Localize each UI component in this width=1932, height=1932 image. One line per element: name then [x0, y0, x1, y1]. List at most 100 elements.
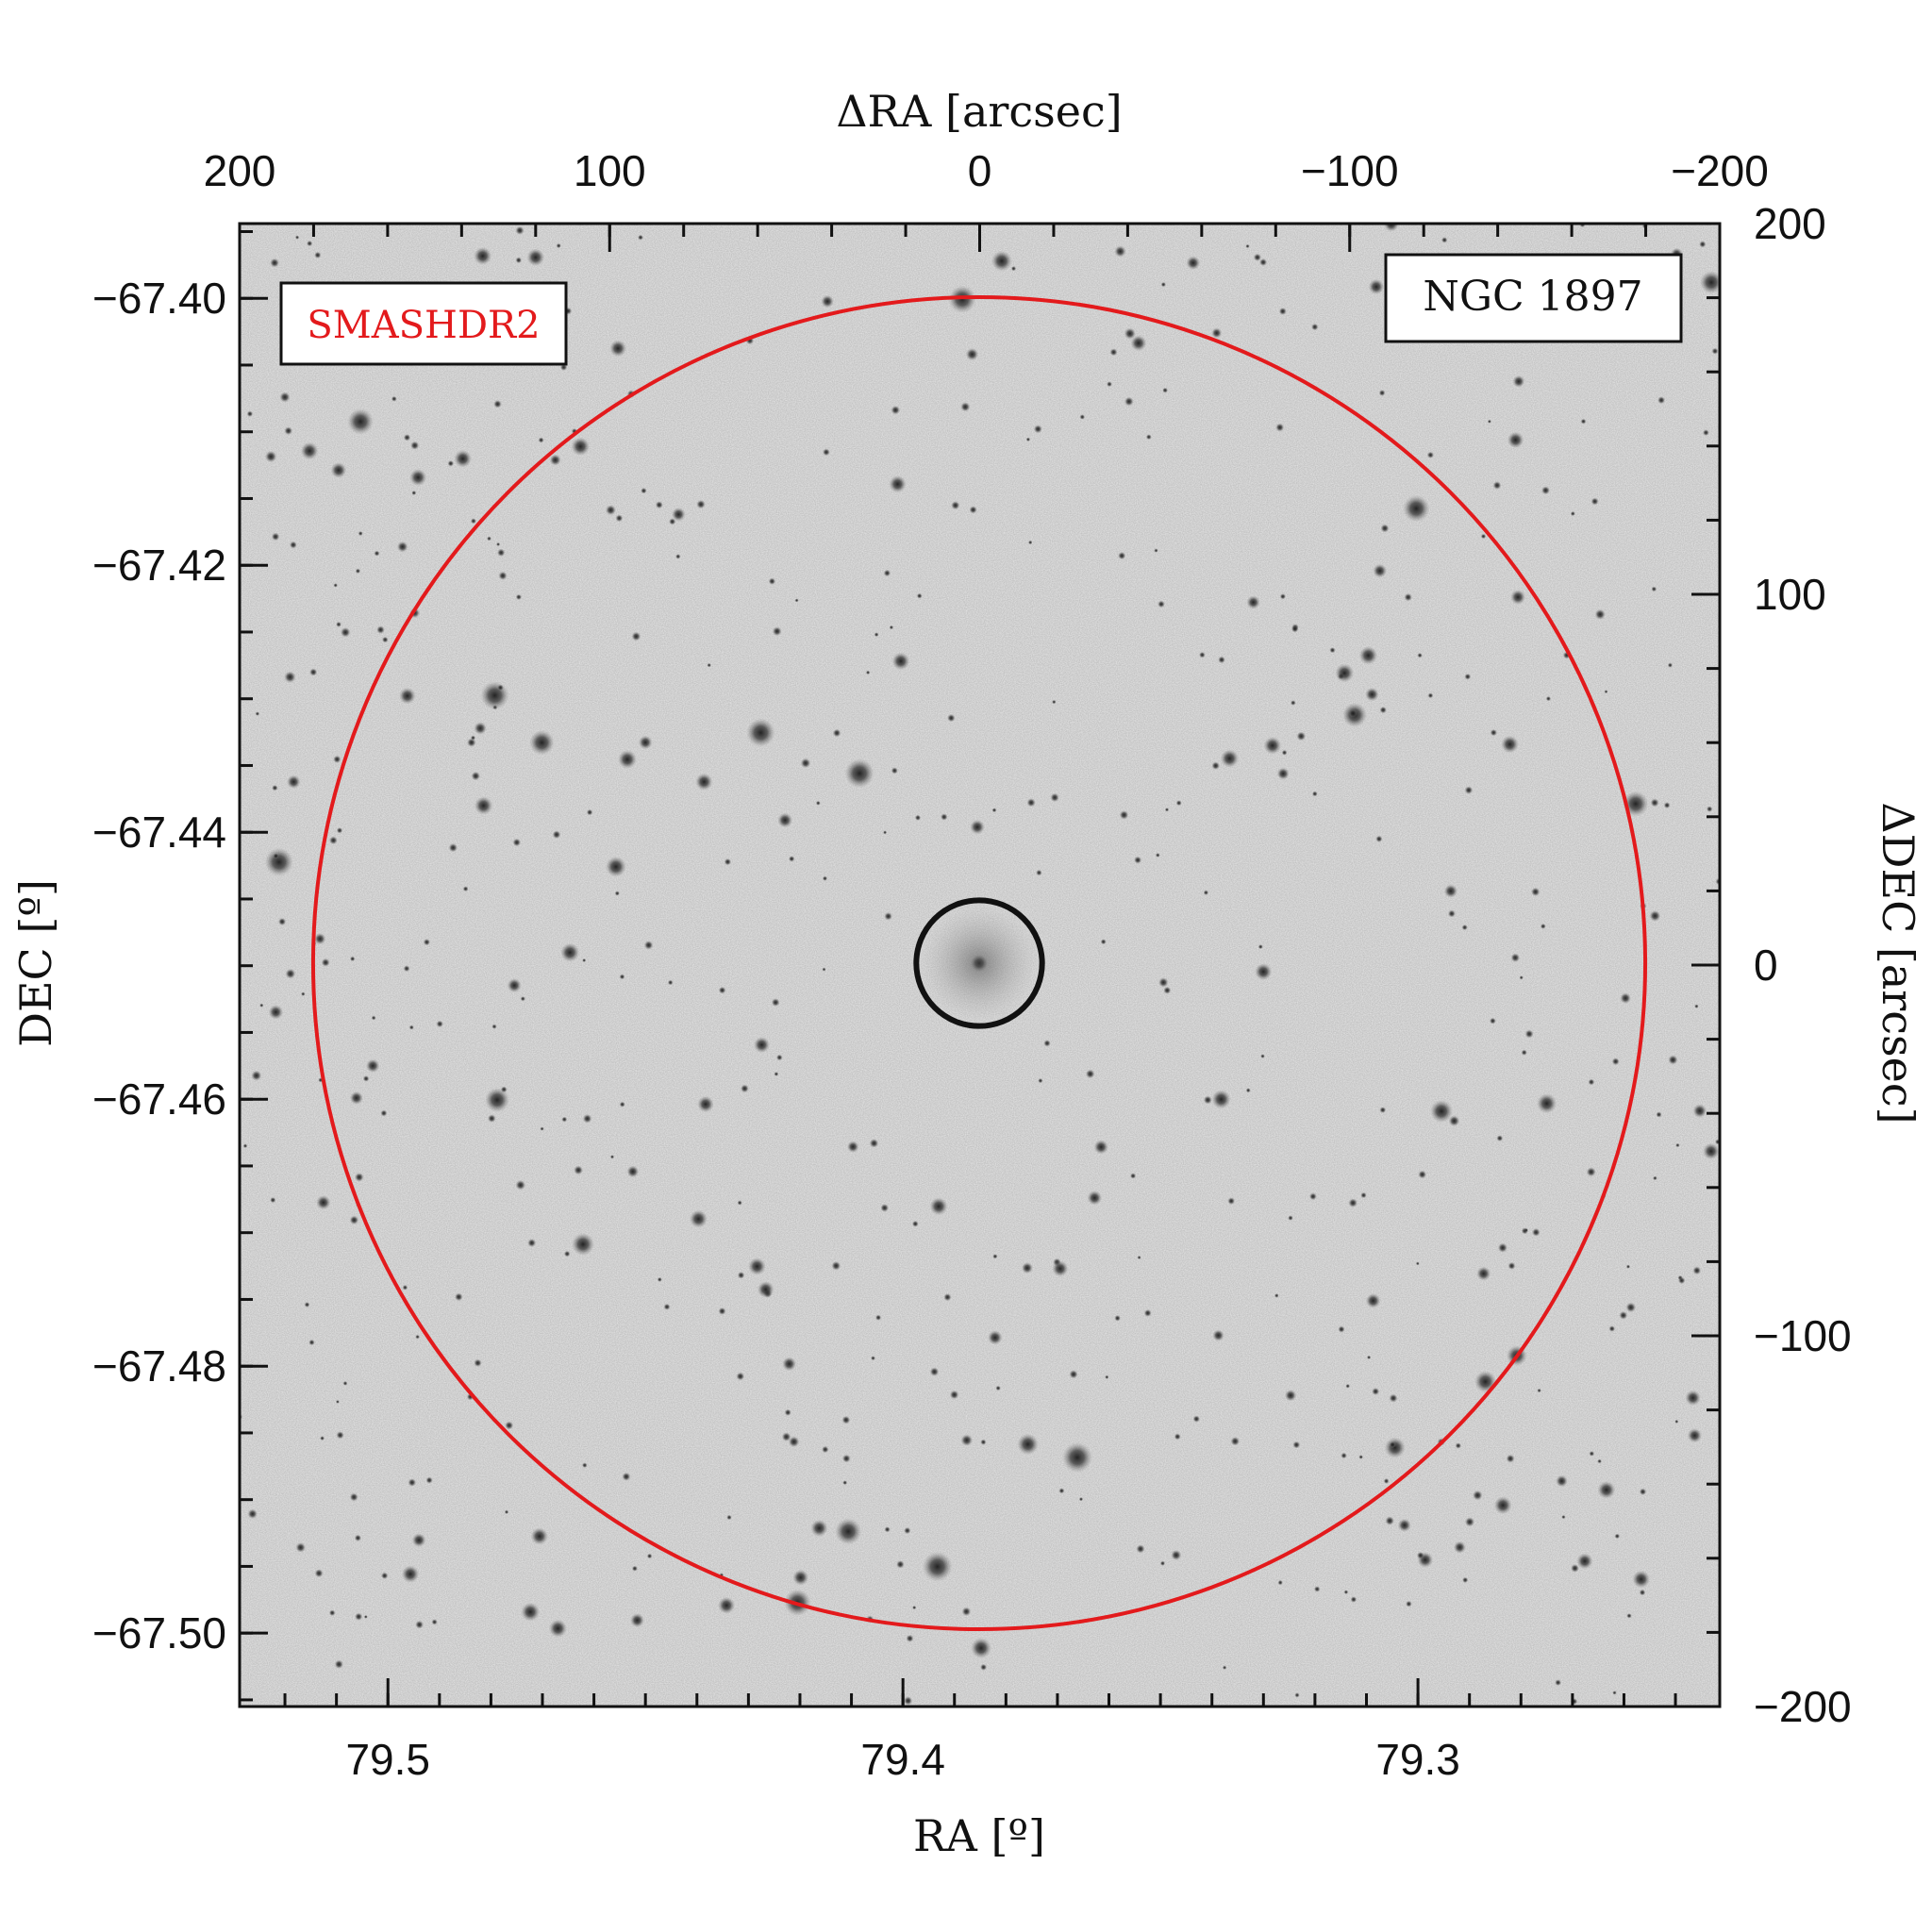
- star: [411, 490, 417, 496]
- star: [491, 1024, 497, 1029]
- star: [268, 1005, 284, 1020]
- star: [1186, 256, 1201, 271]
- star: [1480, 533, 1487, 540]
- star: [1448, 1115, 1460, 1127]
- tick-labels: 79.5 79.4 79.3 −67.40 −67.42 −67.44 −67.46 −67.…: [92, 146, 1852, 1784]
- star: [1277, 1579, 1283, 1586]
- star: [355, 1612, 363, 1621]
- star: [614, 891, 620, 896]
- star: [354, 1534, 362, 1542]
- star: [1612, 1690, 1617, 1695]
- star: [301, 991, 306, 996]
- star: [609, 340, 627, 358]
- star: [961, 1607, 972, 1617]
- star: [496, 548, 506, 558]
- star: [1375, 835, 1383, 842]
- tick-label: −100: [1754, 1311, 1852, 1360]
- tick-label: −67.46: [92, 1074, 226, 1124]
- star: [277, 917, 287, 926]
- star: [294, 235, 300, 240]
- star: [1594, 608, 1606, 620]
- star: [1540, 923, 1546, 929]
- star: [251, 1070, 262, 1081]
- star: [874, 1314, 882, 1321]
- star: [1706, 806, 1713, 812]
- star: [1259, 258, 1268, 267]
- star: [474, 246, 492, 265]
- star: [496, 541, 501, 547]
- star: [561, 1116, 568, 1123]
- star: [349, 956, 356, 962]
- survey-badge: SMASHDR2: [279, 281, 568, 366]
- star: [841, 1454, 851, 1463]
- tick-label: 100: [1754, 570, 1826, 619]
- star: [777, 812, 793, 828]
- star: [436, 1020, 444, 1028]
- star: [960, 402, 971, 412]
- star: [737, 1271, 745, 1279]
- star: [1653, 1175, 1657, 1181]
- star: [521, 1602, 541, 1622]
- star: [1345, 1383, 1351, 1389]
- star: [1608, 1325, 1616, 1332]
- star: [304, 1302, 310, 1307]
- star: [831, 1260, 841, 1271]
- star: [1033, 425, 1042, 434]
- star: [1489, 1017, 1496, 1024]
- star: [581, 1462, 588, 1469]
- star: [1418, 1170, 1427, 1179]
- star: [1365, 1293, 1381, 1308]
- star: [255, 711, 260, 716]
- star: [1145, 434, 1152, 441]
- core-circle: [913, 897, 1045, 1029]
- star: [1036, 869, 1042, 876]
- star: [448, 842, 458, 853]
- star: [1586, 1167, 1596, 1177]
- star: [572, 1233, 594, 1256]
- star: [788, 1436, 800, 1448]
- star: [1368, 278, 1385, 295]
- star: [411, 1533, 426, 1547]
- star: [1343, 1590, 1349, 1595]
- star: [381, 636, 389, 643]
- star: [295, 1542, 307, 1553]
- star: [425, 1476, 433, 1484]
- star: [1692, 1104, 1707, 1118]
- tick-label: 100: [574, 146, 646, 195]
- star: [1118, 551, 1126, 560]
- star: [726, 1514, 732, 1521]
- star: [605, 856, 626, 877]
- star: [697, 1095, 714, 1113]
- star: [671, 507, 686, 522]
- star: [1230, 1436, 1241, 1446]
- star: [1417, 652, 1423, 658]
- star: [832, 728, 841, 738]
- star: [1134, 856, 1142, 864]
- star: [707, 662, 711, 668]
- star: [1162, 387, 1169, 393]
- star: [1692, 1266, 1702, 1275]
- star: [1464, 1517, 1475, 1527]
- star: [1107, 381, 1112, 388]
- axis-ticks: [238, 222, 1722, 1708]
- star: [529, 729, 555, 756]
- star: [1545, 695, 1552, 702]
- star: [737, 1200, 742, 1206]
- star: [1290, 700, 1296, 706]
- star: [1699, 271, 1720, 294]
- star: [1021, 1262, 1033, 1274]
- star: [1358, 646, 1378, 665]
- star: [1296, 731, 1307, 741]
- star: [631, 1565, 639, 1572]
- star: [1246, 595, 1260, 609]
- star: [772, 626, 782, 637]
- star: [242, 1143, 248, 1149]
- star: [454, 449, 472, 468]
- star: [865, 670, 871, 675]
- star: [1507, 1261, 1516, 1270]
- star: [1576, 1553, 1593, 1570]
- star: [1537, 1388, 1541, 1393]
- star: [1663, 802, 1671, 809]
- tick-label: −67.50: [92, 1608, 226, 1657]
- star: [1476, 1266, 1491, 1281]
